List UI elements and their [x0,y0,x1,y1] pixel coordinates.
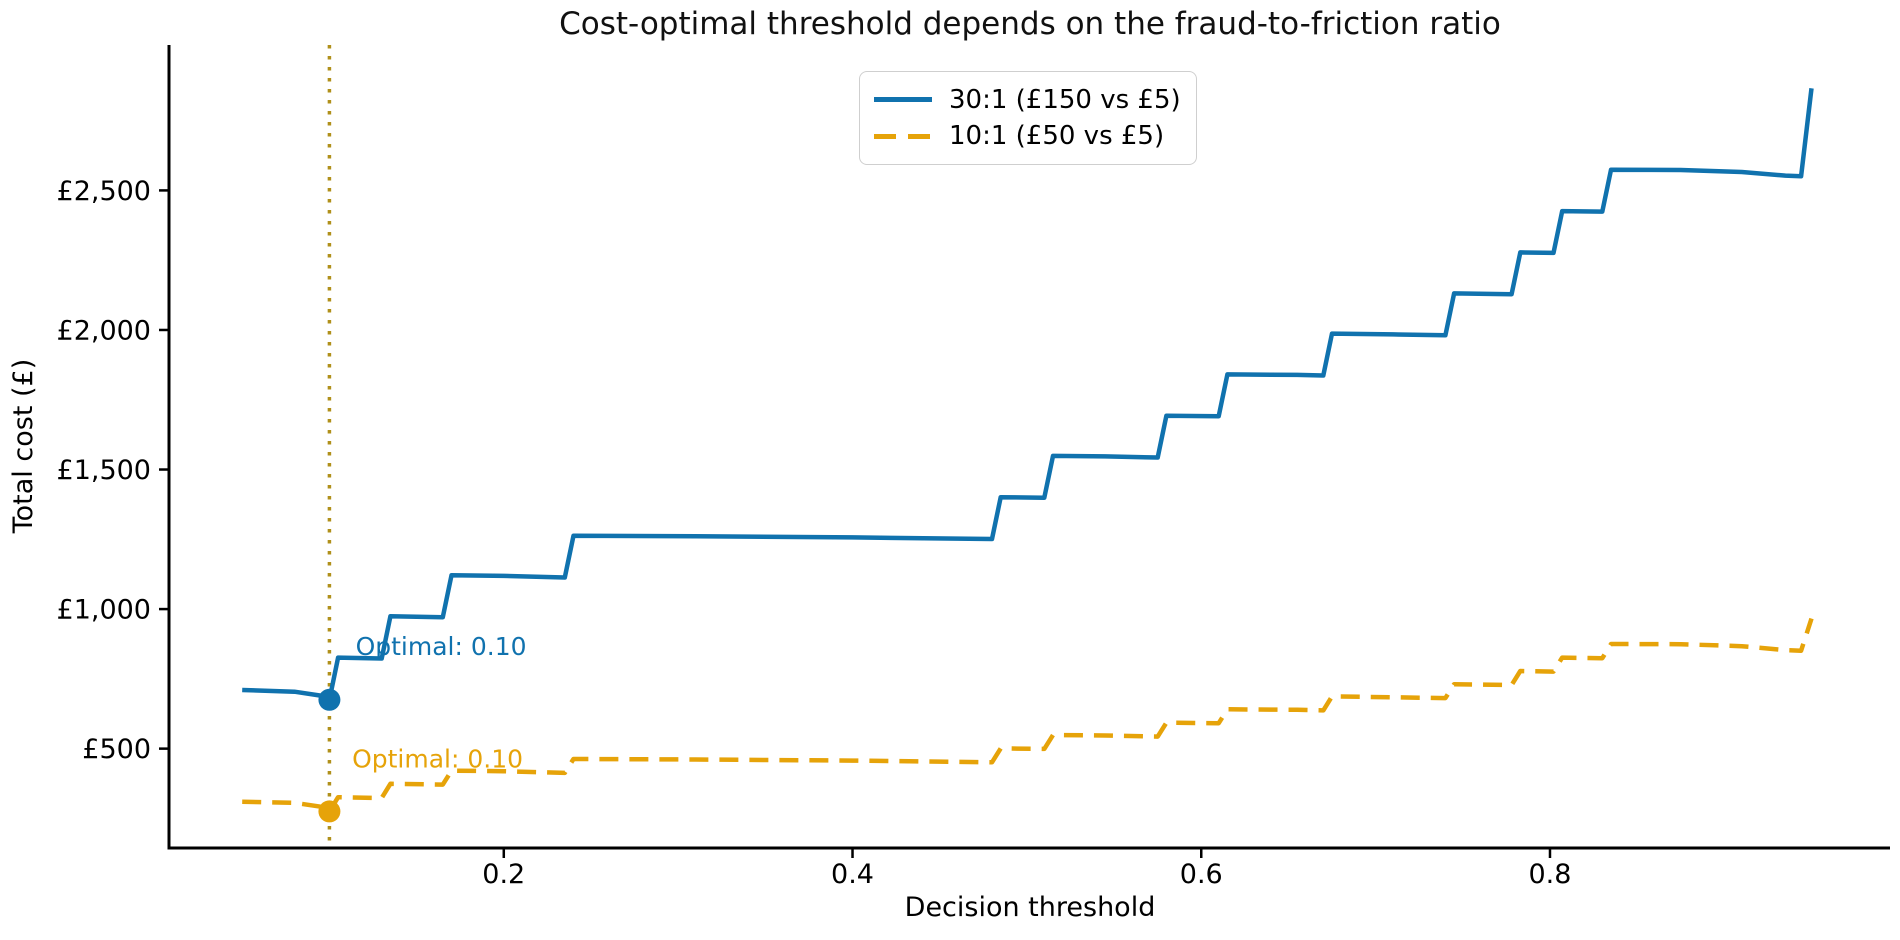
y-tick-label: £2,500 [57,176,151,207]
legend-label: 30:1 (£150 vs £5) [949,84,1181,115]
legend-swatch-solid-line [874,97,932,102]
legend-row: 30:1 (£150 vs £5) [874,87,1186,113]
x-tick-label: 0.6 [1180,859,1223,890]
chart-title: Cost-optimal threshold depends on the fr… [559,6,1501,42]
x-tick-label: 0.8 [1529,859,1572,890]
y-tick-label: £2,000 [57,315,151,346]
annotation-optimal: Optimal: 0.10 [356,632,527,661]
legend-label: 10:1 (£50 vs £5) [949,121,1165,152]
legend-swatch-dashed-line [874,134,932,139]
series-line-30to1 [242,88,1814,703]
optimal-point-marker [318,688,341,711]
y-tick-label: £1,500 [57,455,151,486]
series-line-10to1 [242,617,1814,814]
x-tick-label: 0.4 [831,859,874,890]
legend-row: 10:1 (£50 vs £5) [874,123,1186,149]
legend: 30:1 (£150 vs £5) 10:1 (£50 vs £5) [859,71,1197,165]
optimal-point-marker [318,800,341,823]
x-axis-title: Decision threshold [905,892,1156,923]
x-tick-label: 0.2 [482,859,525,890]
y-tick-label: £500 [82,734,151,765]
annotation-optimal: Optimal: 0.10 [352,744,523,773]
y-axis-title: Total cost (£) [8,359,39,535]
y-tick-label: £1,000 [57,595,151,626]
